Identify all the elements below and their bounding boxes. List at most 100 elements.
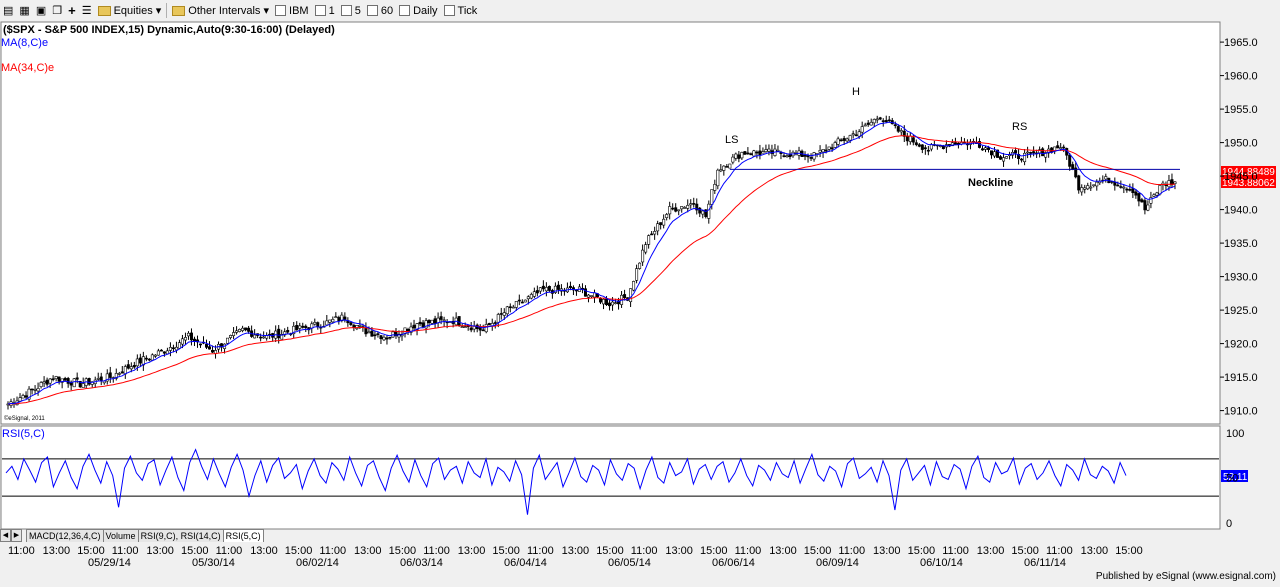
price-tick-label: 1925.0 bbox=[1224, 305, 1258, 317]
candle-body bbox=[647, 235, 651, 245]
candle-body bbox=[150, 354, 154, 361]
candle-body bbox=[983, 147, 987, 150]
candle-body bbox=[746, 152, 750, 155]
candle-body bbox=[599, 297, 603, 303]
candle-body bbox=[105, 373, 109, 382]
candle-body bbox=[487, 323, 491, 326]
candle-body bbox=[75, 377, 79, 380]
candle-body bbox=[704, 209, 708, 217]
candle-body bbox=[710, 189, 714, 205]
symbol-button[interactable]: IBM bbox=[272, 2, 312, 19]
other-intervals-dropdown[interactable]: Other Intervals ▾ bbox=[169, 2, 272, 19]
tab-scroll-right-icon[interactable]: ▶ bbox=[11, 529, 22, 542]
ma8-line bbox=[7, 121, 1176, 405]
candle-body bbox=[917, 144, 921, 147]
candle-body bbox=[758, 150, 762, 156]
chart-area[interactable]: ($SPX - S&P 500 INDEX,15) Dynamic,Auto(9… bbox=[0, 21, 1280, 584]
candle-body bbox=[586, 294, 590, 298]
candle-body bbox=[481, 329, 485, 332]
save-icon[interactable]: ▣ bbox=[35, 5, 47, 17]
candle-body bbox=[1134, 191, 1138, 196]
candle-body bbox=[493, 322, 497, 324]
candle-body bbox=[496, 314, 500, 323]
price-tick-label: 1960.0 bbox=[1224, 71, 1258, 83]
interval-60-button[interactable]: 60 bbox=[364, 2, 396, 19]
candle-body bbox=[1080, 187, 1084, 193]
candle-body bbox=[138, 357, 142, 364]
candle-body bbox=[698, 207, 702, 214]
interval-tick-button[interactable]: Tick bbox=[441, 2, 481, 19]
annotation-ls: LS bbox=[725, 134, 738, 146]
candle-body bbox=[659, 222, 663, 226]
candle-body bbox=[830, 147, 834, 150]
candle-body bbox=[42, 381, 46, 384]
copy-icon[interactable]: ❐ bbox=[52, 5, 63, 17]
time-tick-label: 11:00 bbox=[112, 545, 139, 557]
add-icon[interactable]: + bbox=[68, 3, 76, 18]
new-icon[interactable]: ▦ bbox=[19, 5, 30, 17]
rsi-line bbox=[5, 448, 1127, 515]
candle-body bbox=[535, 290, 539, 294]
candle-body bbox=[1095, 181, 1099, 187]
equities-label: Equities bbox=[113, 4, 153, 17]
rsi-tick-label: 0 bbox=[1226, 518, 1232, 530]
candle-body bbox=[905, 136, 909, 142]
candle-body bbox=[556, 284, 560, 290]
interval-icon bbox=[399, 5, 411, 16]
candle-body bbox=[156, 350, 160, 356]
candle-body bbox=[370, 330, 374, 337]
time-tick-label: 15:00 bbox=[181, 545, 209, 557]
open-icon[interactable]: ▤ bbox=[3, 5, 14, 17]
tab-macd[interactable]: MACD(12,36,4,C) bbox=[26, 529, 104, 542]
candle-body bbox=[602, 298, 606, 305]
candle-body bbox=[1128, 189, 1132, 191]
indicator-tabs: ◀ ▶ MACD(12,36,4,C) Volume RSI(9,C), RSI… bbox=[0, 529, 264, 542]
candle-body bbox=[316, 322, 320, 328]
candle-body bbox=[614, 302, 618, 304]
candle-body bbox=[728, 163, 732, 169]
tab-scroll-left-icon[interactable]: ◀ bbox=[0, 529, 11, 542]
candle-body bbox=[129, 366, 133, 370]
candle-body bbox=[941, 146, 945, 150]
time-tick-label: 15:00 bbox=[285, 545, 313, 557]
candle-body bbox=[1044, 152, 1048, 158]
ma34-label: MA(34,C)e bbox=[1, 62, 54, 74]
rsi-label: RSI(5,C) bbox=[2, 428, 45, 440]
candle-body bbox=[171, 347, 175, 350]
candle-body bbox=[671, 207, 675, 210]
time-tick-label: 15:00 bbox=[908, 545, 936, 557]
candle-body bbox=[692, 203, 696, 205]
tab-rsi-9-14[interactable]: RSI(9,C), RSI(14,C) bbox=[137, 529, 224, 542]
candle-body bbox=[686, 205, 690, 209]
price-chart[interactable]: ($SPX - S&P 500 INDEX,15) Dynamic,Auto(9… bbox=[0, 21, 1280, 584]
symbol-icon bbox=[275, 5, 287, 16]
chevron-down-icon: ▾ bbox=[263, 5, 270, 17]
candle-body bbox=[1026, 151, 1030, 154]
date-tick-label: 06/09/14 bbox=[816, 557, 859, 569]
candle-body bbox=[1131, 188, 1135, 194]
time-tick-label: 15:00 bbox=[1011, 545, 1039, 557]
candle-body bbox=[36, 388, 40, 392]
interval-label: 1 bbox=[328, 4, 335, 17]
list-icon[interactable]: ☰ bbox=[81, 5, 92, 17]
candle-body bbox=[60, 378, 64, 383]
candle-body bbox=[424, 320, 428, 329]
date-tick-label: 06/06/14 bbox=[712, 557, 755, 569]
equities-dropdown[interactable]: Equities ▾ bbox=[95, 2, 165, 19]
candle-body bbox=[340, 314, 344, 322]
interval-icon bbox=[366, 5, 378, 16]
candle-body bbox=[78, 380, 82, 388]
candle-body bbox=[752, 150, 756, 157]
candle-body bbox=[469, 327, 473, 331]
date-tick-label: 06/04/14 bbox=[504, 557, 547, 569]
interval-daily-button[interactable]: Daily bbox=[396, 2, 440, 19]
interval-5-button[interactable]: 5 bbox=[338, 2, 364, 19]
candle-body bbox=[1143, 200, 1147, 211]
candle-body bbox=[851, 133, 855, 136]
rsi-badge: 52.11 bbox=[1221, 470, 1248, 483]
tab-rsi-5[interactable]: RSI(5,C) bbox=[222, 529, 264, 542]
tab-volume[interactable]: Volume bbox=[102, 529, 139, 542]
candle-body bbox=[328, 319, 332, 323]
interval-1-button[interactable]: 1 bbox=[312, 2, 338, 19]
candle-body bbox=[644, 244, 648, 253]
